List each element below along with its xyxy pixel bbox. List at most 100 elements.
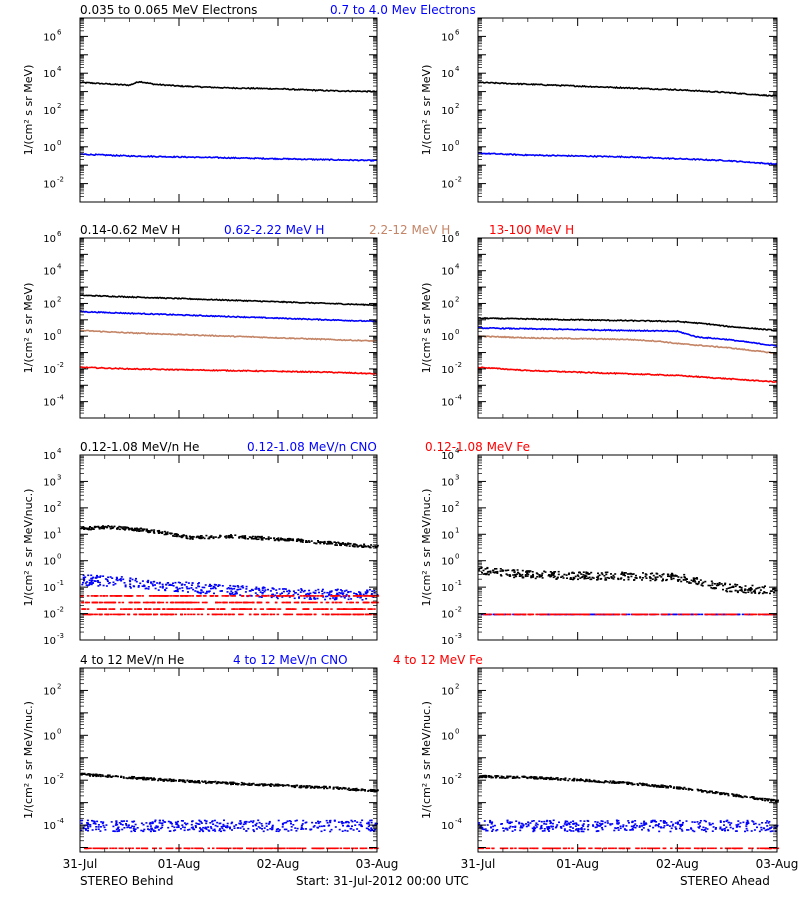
data-point — [259, 827, 262, 829]
data-point — [200, 847, 203, 850]
data-point — [122, 526, 125, 528]
data-point — [158, 582, 161, 585]
series-0-035-to-0-065-mev-electrons — [79, 80, 378, 93]
data-point — [206, 781, 209, 784]
data-point — [299, 591, 302, 593]
data-point — [478, 569, 481, 571]
data-point — [232, 847, 236, 850]
data-point — [153, 777, 155, 779]
data-point — [334, 597, 337, 599]
data-point — [141, 528, 144, 530]
data-point — [321, 608, 325, 610]
data-point — [202, 536, 205, 539]
data-point — [191, 538, 194, 540]
data-point — [149, 613, 152, 616]
data-point — [109, 601, 112, 604]
data-point — [343, 847, 346, 850]
data-point — [226, 825, 229, 827]
data-point — [370, 593, 373, 595]
data-point — [153, 529, 156, 531]
data-point — [763, 591, 766, 593]
data-point — [172, 585, 175, 587]
data-point — [346, 788, 349, 791]
data-point — [570, 613, 574, 616]
data-point — [199, 595, 202, 597]
data-point — [502, 777, 505, 779]
data-point — [85, 527, 88, 529]
data-point — [166, 608, 169, 610]
data-point — [652, 613, 656, 616]
data-point — [768, 613, 771, 616]
data-point — [231, 592, 234, 594]
data-point — [345, 847, 348, 850]
data-point — [339, 608, 342, 610]
data-point — [339, 601, 343, 604]
data-point — [375, 601, 378, 604]
data-point — [565, 574, 568, 576]
data-point — [368, 608, 371, 610]
data-point — [177, 826, 180, 828]
data-point — [620, 573, 623, 575]
data-point — [138, 595, 141, 597]
data-point — [245, 830, 248, 832]
data-point — [154, 584, 156, 586]
data-point — [358, 594, 361, 596]
data-point — [283, 588, 286, 590]
y-tick-label: 10 — [441, 69, 454, 80]
data-point — [631, 783, 634, 786]
data-point — [181, 601, 185, 604]
data-point — [282, 590, 285, 593]
data-point — [148, 828, 151, 831]
series-0-62-2-22-mev-h — [79, 310, 377, 323]
data-point — [274, 594, 277, 597]
data-point — [116, 613, 120, 616]
data-point — [275, 828, 278, 831]
data-point — [275, 589, 278, 591]
y-axis-label: 1/(cm² s sr MeV/nuc.) — [22, 489, 35, 607]
data-point — [266, 613, 269, 616]
data-point — [739, 589, 742, 592]
data-point — [672, 613, 676, 616]
data-point — [267, 823, 270, 825]
data-point — [190, 584, 193, 586]
data-point — [321, 588, 324, 591]
data-point — [356, 545, 359, 547]
data-point — [235, 783, 237, 786]
data-point — [182, 534, 185, 537]
data-point — [244, 536, 246, 538]
data-point — [91, 528, 94, 530]
legend-label: 0.035 to 0.065 MeV Electrons — [80, 3, 257, 17]
data-point — [161, 824, 164, 826]
data-point — [315, 786, 318, 788]
data-point — [560, 576, 563, 578]
data-point — [86, 819, 89, 822]
data-point — [231, 829, 233, 831]
data-point — [101, 775, 104, 777]
y-tick-label: 10 — [43, 180, 56, 191]
data-point — [114, 824, 117, 826]
data-point — [108, 608, 111, 610]
data-point — [185, 823, 188, 826]
data-point — [220, 613, 224, 616]
data-point — [96, 820, 99, 823]
y-tick-exponent: 0 — [57, 553, 61, 561]
data-point — [180, 613, 183, 616]
data-point — [767, 799, 770, 802]
data-point — [342, 543, 345, 545]
data-point — [305, 540, 308, 542]
data-point — [552, 574, 555, 576]
data-point — [183, 829, 186, 832]
data-point — [255, 783, 258, 786]
data-point — [535, 613, 538, 616]
data-point — [192, 536, 195, 538]
data-point — [164, 595, 168, 597]
data-point — [154, 826, 157, 829]
data-point — [157, 601, 160, 604]
data-point — [549, 613, 552, 616]
data-point — [172, 535, 174, 537]
data-point — [359, 821, 362, 824]
data-point — [258, 821, 261, 824]
data-point — [165, 779, 168, 781]
data-point — [341, 822, 344, 825]
data-point — [347, 613, 351, 616]
